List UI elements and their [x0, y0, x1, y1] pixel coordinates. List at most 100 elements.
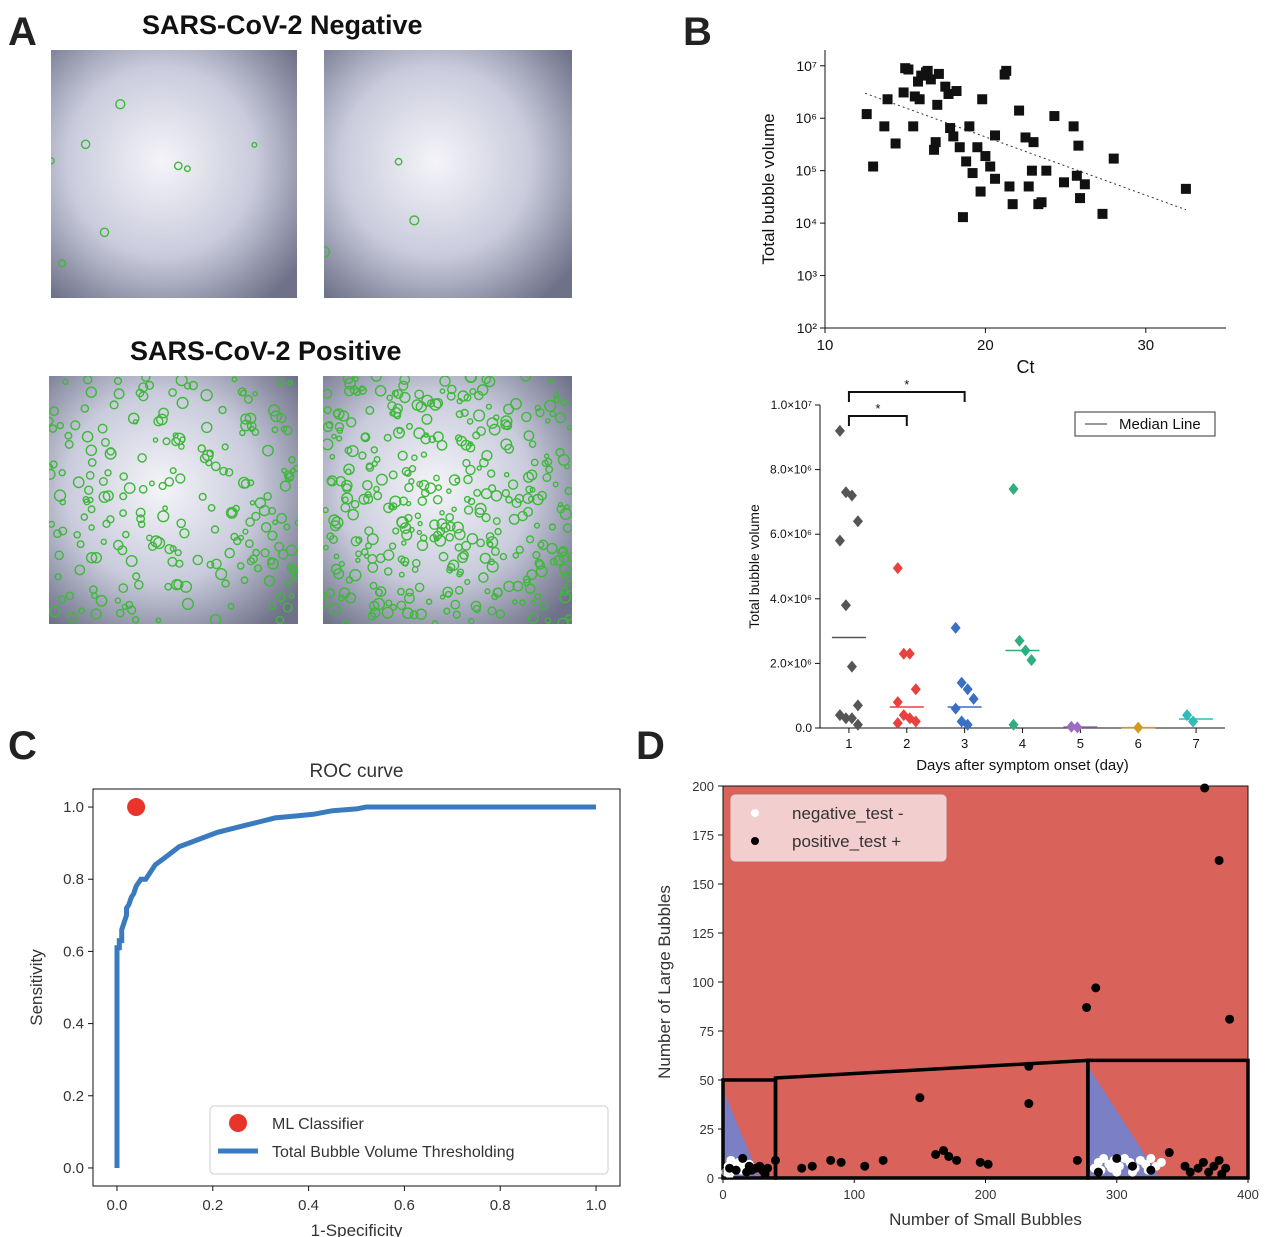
bubble-mark	[370, 446, 378, 454]
bubble-mark	[242, 528, 249, 535]
bubble-mark	[416, 480, 424, 488]
bubble-mark	[460, 408, 469, 418]
bubble-mark	[134, 579, 144, 590]
bubble-mark	[562, 523, 572, 533]
negative-title: SARS-CoV-2 Negative	[142, 10, 423, 40]
bubble-mark	[530, 458, 539, 467]
legend-positive-label: positive_test +	[792, 832, 901, 851]
legend-ml-swatch	[229, 1114, 247, 1132]
scatter-point	[1026, 165, 1037, 176]
bubble-mark	[192, 554, 204, 566]
bubble-mark	[95, 594, 108, 607]
bubble-mark	[358, 386, 367, 395]
bubble-mark	[85, 386, 97, 398]
bubble-mark	[387, 401, 397, 411]
bubble-mark	[326, 475, 338, 487]
bubble-mark	[396, 427, 403, 434]
bubble-mark	[275, 615, 285, 624]
bubble-mark	[102, 490, 114, 502]
bubble-mark	[137, 520, 146, 529]
bubble-mark	[397, 587, 405, 596]
bubble-mark	[206, 560, 215, 569]
bubble-mark	[224, 468, 234, 477]
bubble-mark	[440, 522, 451, 533]
bubble-mark	[54, 550, 64, 561]
bubble-mark	[416, 529, 423, 536]
bubble-mark	[383, 567, 393, 576]
bubble-mark	[367, 553, 378, 564]
chart-title: ROC curve	[310, 761, 404, 782]
bubble-mark	[219, 466, 229, 476]
bubble-mark	[392, 426, 405, 439]
scatter-point	[990, 130, 1001, 141]
positive-point	[931, 1149, 941, 1159]
bubble-mark	[263, 492, 272, 501]
scatter-point	[1073, 140, 1084, 151]
bubble-mark	[445, 521, 456, 532]
bubble-mark	[511, 497, 522, 509]
bubble-mark	[207, 503, 216, 512]
bubble-mark	[425, 598, 433, 605]
y-tick-label: 10⁴	[795, 215, 817, 231]
micrograph-positive-1	[49, 376, 298, 624]
y-axis-label: Total bubble volume	[746, 504, 762, 629]
bubble-mark	[283, 470, 293, 479]
bubble-mark	[486, 469, 496, 478]
bubble-mark	[495, 609, 506, 619]
bubble-mark	[539, 601, 549, 611]
bubble-mark	[138, 484, 148, 494]
bubble-mark	[411, 454, 418, 461]
bubble-mark	[237, 476, 250, 489]
bubble-mark	[365, 462, 374, 470]
y-tick-label: 150	[692, 877, 714, 892]
micrograph-background	[49, 376, 298, 624]
bubble-mark	[560, 587, 569, 596]
scatter-point	[999, 69, 1010, 80]
positive-point	[1164, 1148, 1174, 1158]
scatter-point	[975, 186, 986, 197]
significance-bracket	[847, 391, 966, 402]
bubble-mark	[83, 498, 91, 506]
bubble-mark	[164, 582, 173, 591]
scatter-point	[1071, 170, 1082, 181]
bubble-mark	[281, 467, 288, 474]
bubble-mark	[84, 485, 94, 495]
bubble-mark	[227, 602, 235, 610]
chart-b-top-scatter: 10² 10³ 10⁴ 10⁵ 10⁶ 10⁷ 10 20 30 Ct Total bubble v…	[759, 50, 1226, 377]
bubble-mark	[460, 439, 472, 451]
bubble-mark	[457, 390, 469, 402]
bubble-mark	[389, 495, 402, 508]
bubble-mark	[476, 538, 486, 548]
bubble-mark	[113, 376, 123, 386]
significance-label: *	[875, 401, 880, 416]
negative-point	[1146, 1153, 1156, 1163]
data-point-day-3	[968, 692, 979, 705]
y-tick-label: 0.0	[63, 1160, 84, 1177]
bubble-mark	[432, 398, 444, 409]
bubble-mark	[414, 582, 425, 593]
panel-letter-b: B	[683, 10, 712, 54]
bubble-mark	[268, 404, 281, 417]
bubble-mark	[164, 544, 175, 555]
legend-box	[209, 1105, 609, 1175]
bubble-mark	[244, 539, 254, 549]
x-tick-label: 1	[845, 736, 852, 751]
bubble-mark	[288, 456, 296, 464]
bubble-mark	[90, 608, 102, 620]
bubble-mark	[454, 434, 463, 442]
y-axis-label: Sensitivity	[27, 949, 46, 1026]
bubble-mark	[439, 376, 451, 387]
bubble-mark	[59, 498, 67, 506]
positive-point	[1112, 1153, 1122, 1163]
scatter-point	[977, 94, 988, 105]
data-point-day-4	[1008, 482, 1019, 495]
bubble-mark	[125, 554, 138, 567]
bubble-mark	[109, 400, 119, 410]
bubble-mark	[283, 523, 291, 531]
bubble-mark	[252, 390, 258, 397]
bubble-mark	[365, 542, 373, 550]
x-tick-label: 10	[817, 337, 834, 354]
legend-ml-label: ML Classifier	[272, 1116, 365, 1133]
bubble-mark	[544, 418, 551, 424]
bubble-mark	[405, 588, 414, 597]
